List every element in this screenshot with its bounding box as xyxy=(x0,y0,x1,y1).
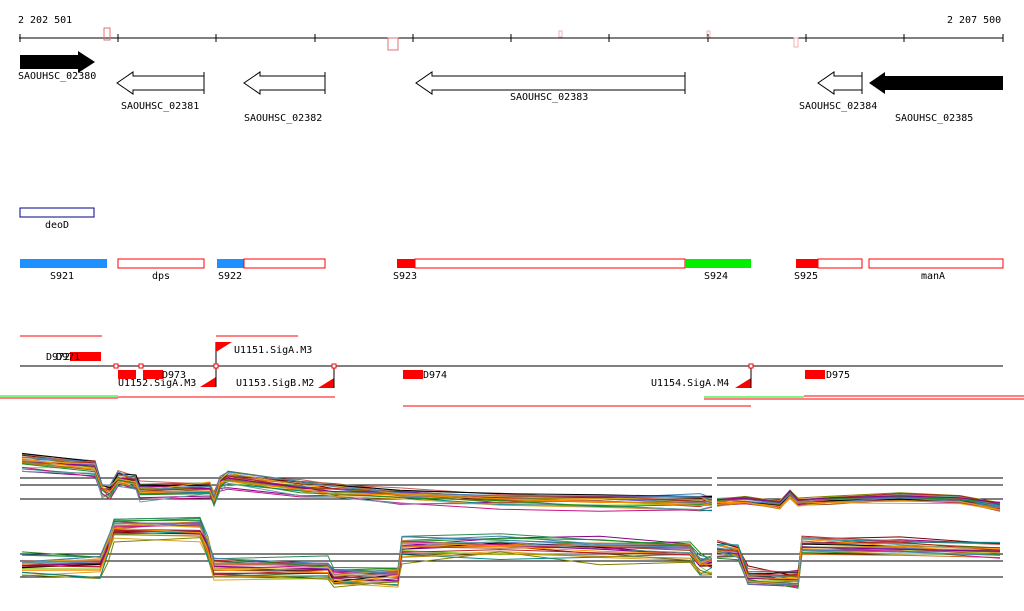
gene-track: SAOUHSC_02380 SAOUHSC_02381 SAOUHSC_0238… xyxy=(18,51,1003,124)
gene-SAOUHSC_02381[interactable]: SAOUHSC_02381 xyxy=(116,71,205,112)
feature-track: D971 D972 D973 D974 D975 U1151.SigA.M3 U… xyxy=(0,335,1024,407)
ruler-ticks xyxy=(19,34,1004,42)
feature-D973[interactable] xyxy=(143,370,163,379)
gene-SAOUHSC_02384[interactable]: SAOUHSC_02384 xyxy=(799,71,877,112)
expression-profiles-top xyxy=(21,452,1001,512)
segment-S924[interactable] xyxy=(685,259,751,268)
segment-label: S922 xyxy=(218,271,242,282)
ruler-end-label: 2 207 500 xyxy=(947,15,1001,26)
expression-trace xyxy=(716,549,1001,585)
gene-label: SAOUHSC_02385 xyxy=(895,113,973,124)
gene-SAOUHSC_02380[interactable]: SAOUHSC_02380 xyxy=(18,51,96,82)
gene-arrow-reverse[interactable] xyxy=(243,71,326,95)
gene-label: SAOUHSC_02381 xyxy=(121,101,199,112)
segment-S925-fill[interactable] xyxy=(796,259,818,268)
promoter-U1151[interactable]: U1151.SigA.M3 xyxy=(215,342,312,366)
expression-trace xyxy=(716,491,1001,505)
expression-panel-bottom xyxy=(20,516,1003,589)
ruler-marker[interactable] xyxy=(387,37,399,51)
ruler-marker[interactable] xyxy=(706,30,711,38)
feature-label: D974 xyxy=(423,370,447,381)
feature-label: U1153.SigB.M2 xyxy=(236,378,314,389)
expression-trace xyxy=(716,538,1001,580)
segment-S925-outline[interactable] xyxy=(817,258,863,269)
feature-label: U1154.SigA.M4 xyxy=(651,378,729,389)
segment-manA[interactable] xyxy=(868,258,1004,269)
coordinate-ruler: 2 202 501 2 207 500 xyxy=(18,15,1004,51)
expression-trace xyxy=(21,523,713,576)
gene-arrow-reverse[interactable] xyxy=(817,71,863,95)
expression-trace xyxy=(21,527,713,584)
segment-S921[interactable] xyxy=(20,259,107,268)
operon-track: deoD xyxy=(19,207,95,231)
gene-label: SAOUHSC_02384 xyxy=(799,101,877,112)
segment-S922-fill[interactable] xyxy=(217,259,244,268)
ruler-start-label: 2 202 501 xyxy=(18,15,72,26)
promoter-U1154[interactable]: U1154.SigA.M4 xyxy=(651,366,752,389)
expression-trace xyxy=(21,522,713,575)
segment-label: S924 xyxy=(704,271,728,282)
expression-trace xyxy=(716,489,1001,504)
segment-label: dps xyxy=(152,271,170,282)
feature-D975[interactable] xyxy=(805,370,825,379)
feature-block[interactable] xyxy=(118,370,136,379)
gene-arrow-reverse[interactable] xyxy=(415,71,686,95)
segment-track: S921 dps S922 S923 S924 S925 manA xyxy=(20,258,1004,282)
segment-S923-outline[interactable] xyxy=(414,258,686,269)
profile-gap xyxy=(712,448,717,598)
segment-label: S921 xyxy=(50,271,74,282)
operon-label: deoD xyxy=(45,220,69,231)
operon-deoD[interactable] xyxy=(19,207,95,218)
expression-profiles-bottom xyxy=(21,516,1001,589)
segment-dps[interactable] xyxy=(117,258,205,269)
expression-trace xyxy=(21,463,713,508)
ruler-marker[interactable] xyxy=(793,37,799,48)
expression-trace xyxy=(21,458,713,507)
feature-label: U1152.SigA.M3 xyxy=(118,378,196,389)
segment-S923-fill[interactable] xyxy=(397,259,415,268)
promoter-U1152[interactable]: U1152.SigA.M3 xyxy=(118,366,217,389)
ruler-marker[interactable] xyxy=(558,30,563,38)
expression-trace xyxy=(717,495,1001,511)
feature-D971[interactable] xyxy=(70,352,101,361)
feature-D974[interactable] xyxy=(403,370,423,379)
gene-label: SAOUHSC_02380 xyxy=(18,71,96,82)
axis-tick-markers xyxy=(113,363,754,369)
ruler-markers xyxy=(103,27,799,51)
ruler-marker[interactable] xyxy=(103,27,111,41)
gene-arrow-reverse[interactable] xyxy=(869,72,1003,94)
feature-label: U1151.SigA.M3 xyxy=(234,345,312,356)
gene-arrow-reverse[interactable] xyxy=(116,71,205,95)
feature-label: D975 xyxy=(826,370,850,381)
gene-SAOUHSC_02385[interactable]: SAOUHSC_02385 xyxy=(869,72,1003,124)
expression-trace xyxy=(21,456,713,500)
gene-SAOUHSC_02383[interactable]: SAOUHSC_02383 xyxy=(415,71,686,103)
expression-panel-top xyxy=(20,452,1003,512)
expression-trace xyxy=(21,537,713,588)
segment-label: S923 xyxy=(393,271,417,282)
feature-label: D973 xyxy=(162,370,186,381)
segment-S922-outline[interactable] xyxy=(243,258,326,269)
expression-trace xyxy=(21,529,713,583)
promoter-U1153[interactable]: U1153.SigB.M2 xyxy=(236,366,335,389)
segment-label: manA xyxy=(921,271,945,282)
gene-label: SAOUHSC_02382 xyxy=(244,113,322,124)
expression-trace xyxy=(716,549,1001,586)
feature-label: D972 xyxy=(46,352,70,363)
gene-label: SAOUHSC_02383 xyxy=(510,92,588,103)
expression-trace xyxy=(21,460,713,499)
gene-arrow-forward[interactable] xyxy=(20,51,95,73)
gene-SAOUHSC_02382[interactable]: SAOUHSC_02382 xyxy=(243,71,326,124)
segment-label: S925 xyxy=(794,271,818,282)
feature-label: D971 xyxy=(56,352,80,363)
